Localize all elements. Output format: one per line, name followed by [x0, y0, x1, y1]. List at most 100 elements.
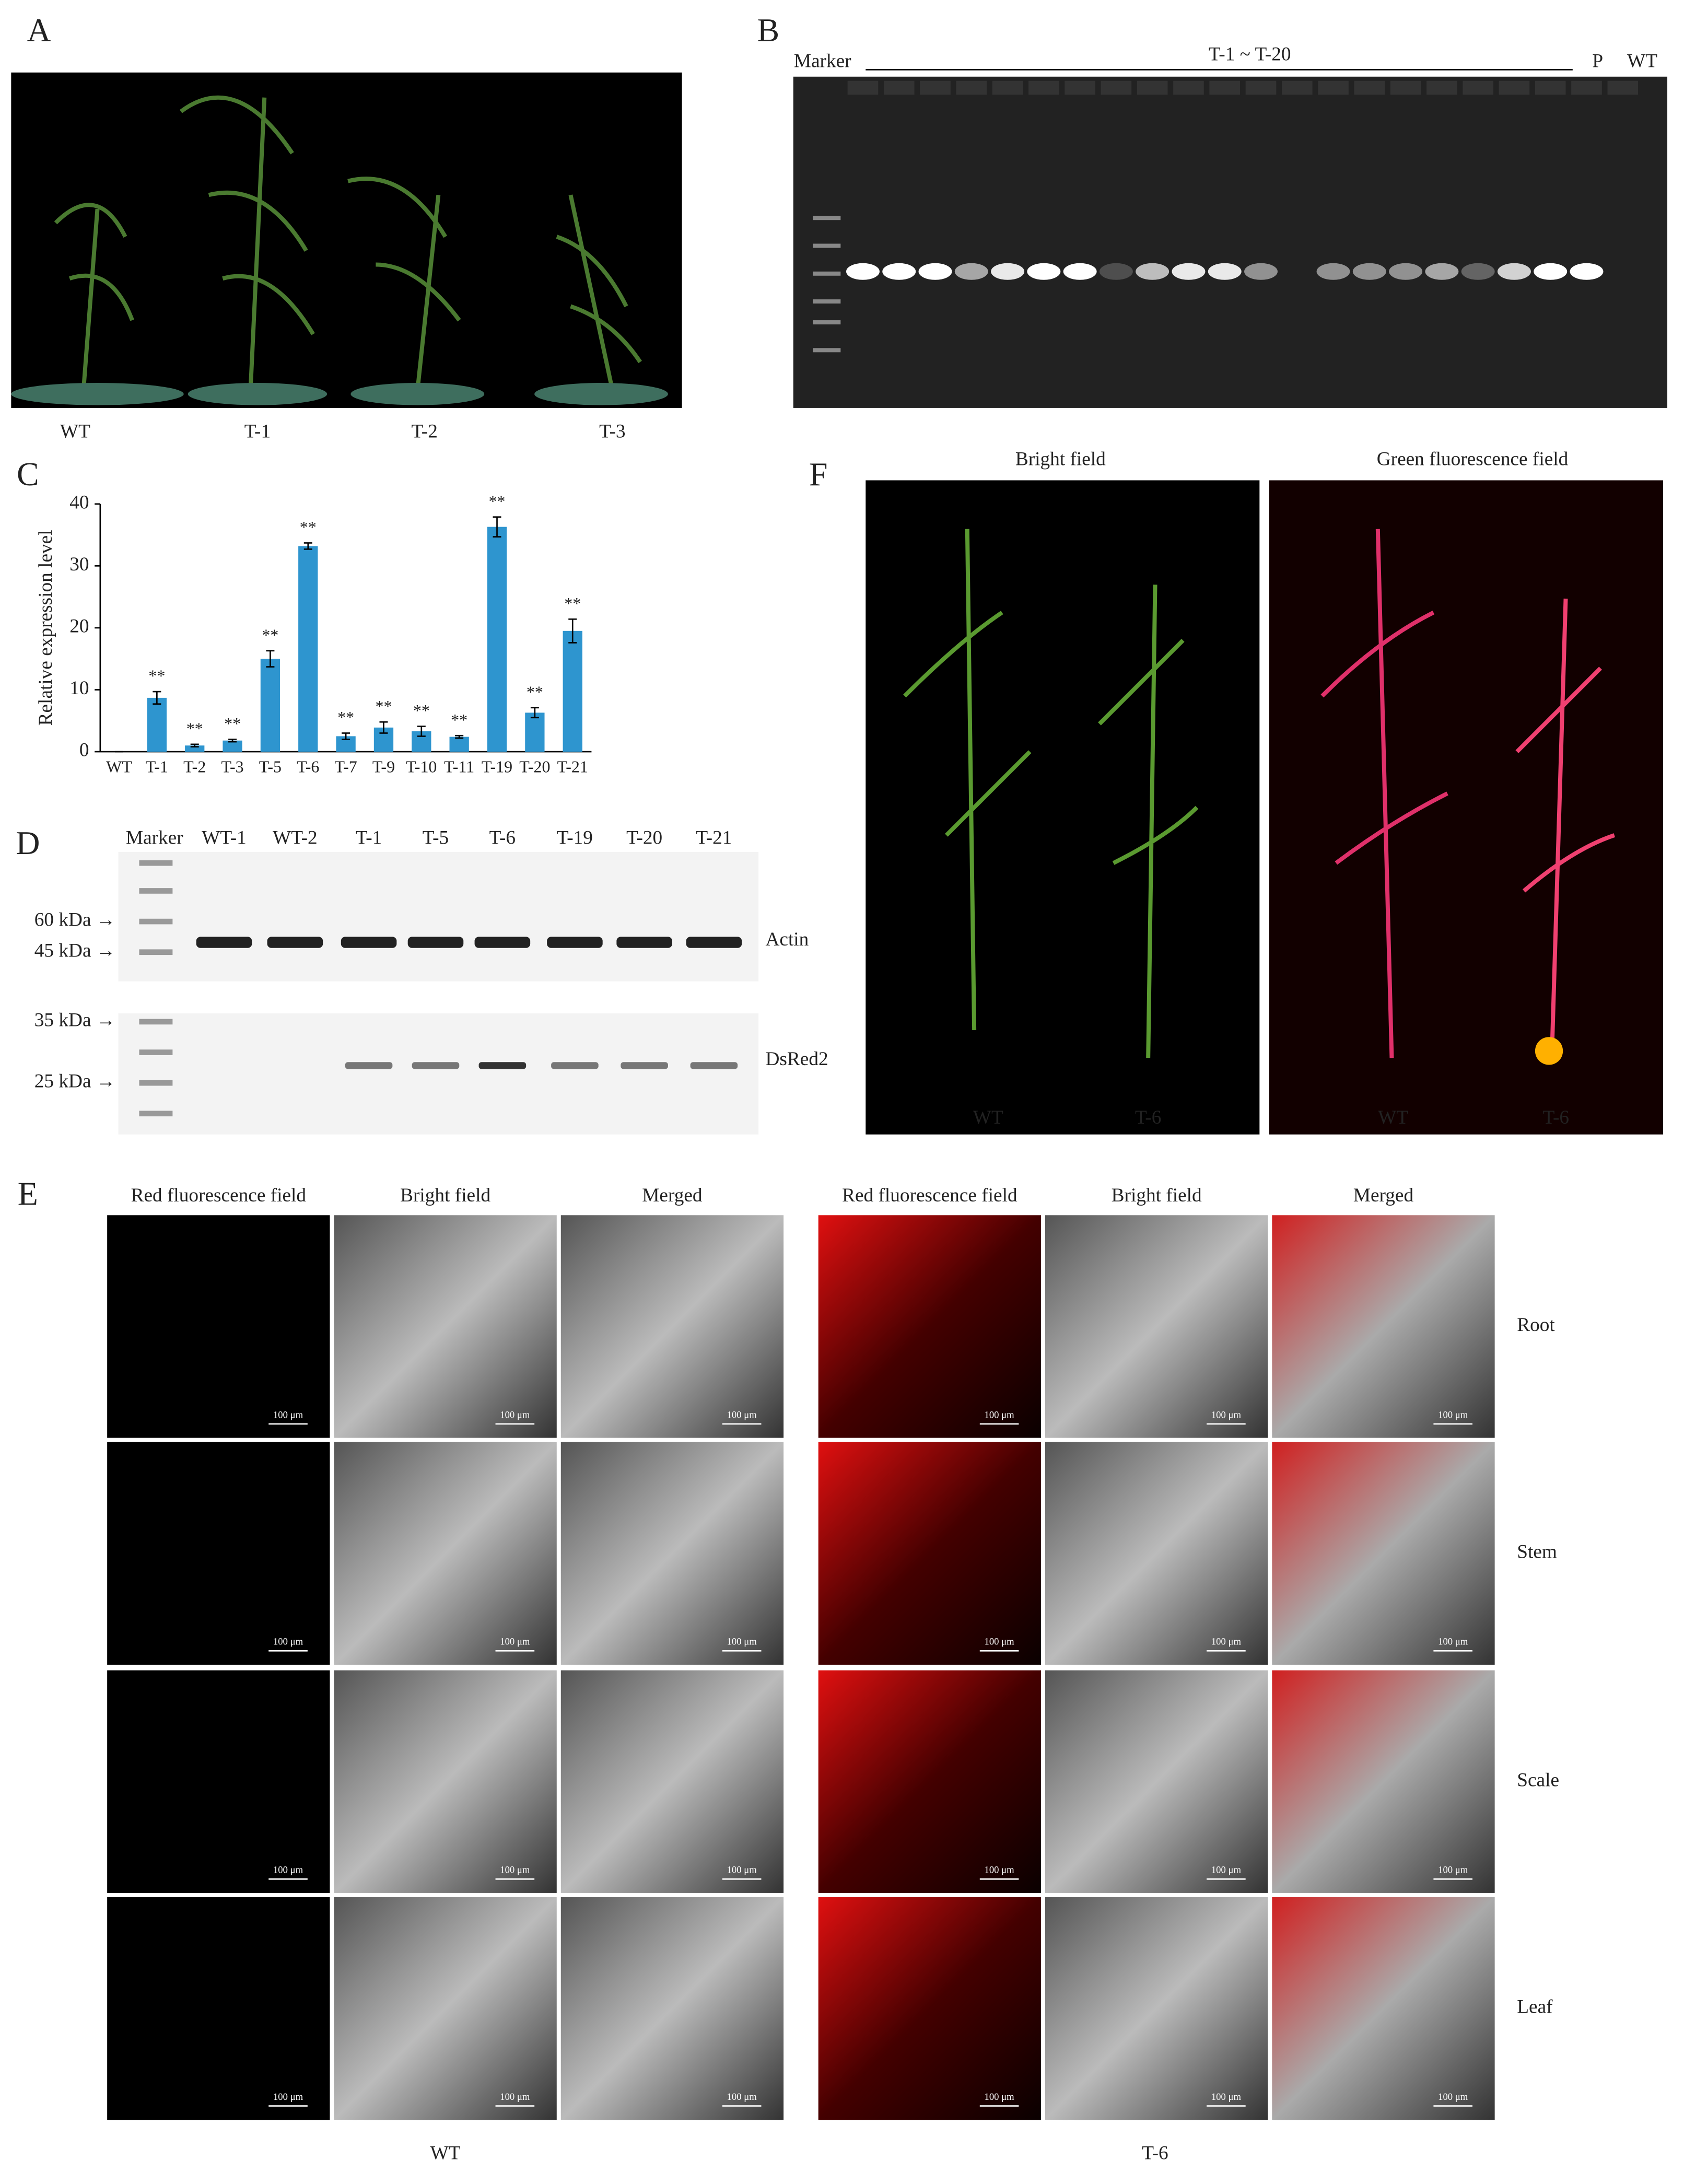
column-header: Red fluorescence field: [842, 1185, 1018, 1206]
error-bar: [303, 542, 312, 550]
actin-band: [547, 937, 603, 948]
marker-band: [139, 1049, 173, 1055]
band: [1534, 263, 1568, 280]
scale-bar-label: 100 μm: [1438, 1637, 1468, 1648]
micrograph: [1272, 1215, 1495, 1438]
significance-label: **: [262, 626, 278, 644]
micrograph: [560, 1670, 784, 1893]
column-header: Bright field: [1015, 449, 1106, 470]
actin-band: [196, 937, 252, 948]
gel-bands: [813, 80, 1639, 353]
bright-field-photo: [866, 480, 1260, 1135]
x-tick-label: T-11: [444, 757, 474, 776]
well: [1607, 80, 1639, 95]
protein-label: DsRed2: [765, 1048, 828, 1070]
dsred-band: [412, 1062, 460, 1069]
plant-label: T-2: [411, 421, 437, 442]
marker-band: [813, 216, 841, 220]
bar: [563, 630, 582, 752]
scale-bar-label: 100 μm: [727, 1409, 757, 1420]
micrograph: [334, 1215, 557, 1438]
micrograph: [818, 1442, 1042, 1665]
size-label: 45 kDa →: [34, 940, 115, 961]
marker-band: [813, 299, 841, 304]
plant-label: T-3: [599, 421, 625, 442]
error-bar: [530, 707, 539, 719]
band: [1316, 263, 1350, 280]
band: [1461, 263, 1495, 280]
well: [1173, 80, 1204, 95]
error-bar: [342, 732, 350, 740]
band: [1172, 263, 1206, 280]
y-tick-label: 40: [69, 492, 89, 513]
marker-band: [139, 918, 173, 925]
scale-bar-label: 100 μm: [985, 2092, 1015, 2103]
marker-band: [139, 1080, 173, 1086]
band: [991, 263, 1025, 280]
well: [1535, 80, 1566, 95]
marker-band: [139, 860, 173, 866]
actin-band: [474, 937, 531, 948]
lane-label: T-5: [423, 827, 449, 848]
micrograph: [1272, 1897, 1495, 2120]
lane-label: Marker: [126, 827, 183, 848]
panel-letter: A: [27, 11, 51, 49]
well: [1028, 80, 1059, 95]
bar: [298, 546, 318, 752]
group-label: T-6: [1142, 2142, 1168, 2164]
x-tick-label: T-19: [482, 757, 512, 776]
error-bar: [493, 516, 501, 538]
x-tick-label: T-3: [221, 757, 243, 776]
column-header: Green fluorescence field: [1377, 449, 1569, 470]
actin-band: [686, 937, 742, 948]
scale-bar-label: 100 μm: [273, 1865, 303, 1876]
pots: [11, 382, 668, 405]
panel-letter: F: [809, 456, 828, 493]
row-label: Scale: [1517, 1769, 1559, 1791]
column-header: Bright field: [400, 1185, 490, 1206]
row-label: Root: [1517, 1314, 1555, 1336]
lane-label: T-20: [626, 827, 662, 848]
scale-bar-label: 100 μm: [500, 1637, 530, 1648]
scale-bar-label: 100 μm: [727, 1865, 757, 1876]
well: [1354, 80, 1385, 95]
lane-label: Marker: [794, 51, 851, 72]
plant-label: WT: [60, 421, 90, 442]
well: [1281, 80, 1313, 95]
marker-band: [139, 1111, 173, 1117]
column-header: Merged: [1353, 1185, 1414, 1206]
well: [883, 80, 915, 95]
well: [847, 80, 879, 95]
well: [1245, 80, 1277, 95]
error-bar: [266, 650, 275, 668]
significance-label: **: [224, 715, 241, 733]
x-tick-label: T-6: [297, 757, 319, 776]
lane-label: WT-1: [202, 827, 247, 848]
actin-band: [407, 937, 464, 948]
plant-drawing: [903, 529, 1616, 1065]
well: [1571, 80, 1602, 95]
plant-label: T-6: [1543, 1107, 1569, 1128]
scale-bar-label: 100 μm: [1211, 1637, 1242, 1648]
panel-letter: B: [757, 11, 779, 49]
well: [1463, 80, 1493, 95]
bar: [449, 737, 469, 752]
micrograph: [334, 1442, 557, 1665]
error-bar: [568, 618, 577, 644]
band: [954, 263, 988, 280]
gel-photo: [793, 76, 1668, 408]
x-tick-label: T-2: [183, 757, 206, 776]
panel-letter: D: [16, 824, 40, 861]
well: [956, 80, 987, 95]
micrograph: [1045, 1897, 1268, 2120]
size-label: 60 kDa →: [34, 909, 115, 931]
blot-dsred2: [118, 1013, 759, 1135]
scale-bar-label: 100 μm: [1438, 1865, 1468, 1876]
micrograph: [334, 1897, 557, 2120]
band: [1099, 263, 1133, 280]
scale-bar-label: 100 μm: [1211, 1409, 1242, 1420]
size-label: 35 kDa →: [34, 1010, 115, 1031]
lane-label: T-21: [696, 827, 732, 848]
blot-bands: [139, 860, 742, 1117]
scale-bar-label: 100 μm: [273, 1637, 303, 1648]
